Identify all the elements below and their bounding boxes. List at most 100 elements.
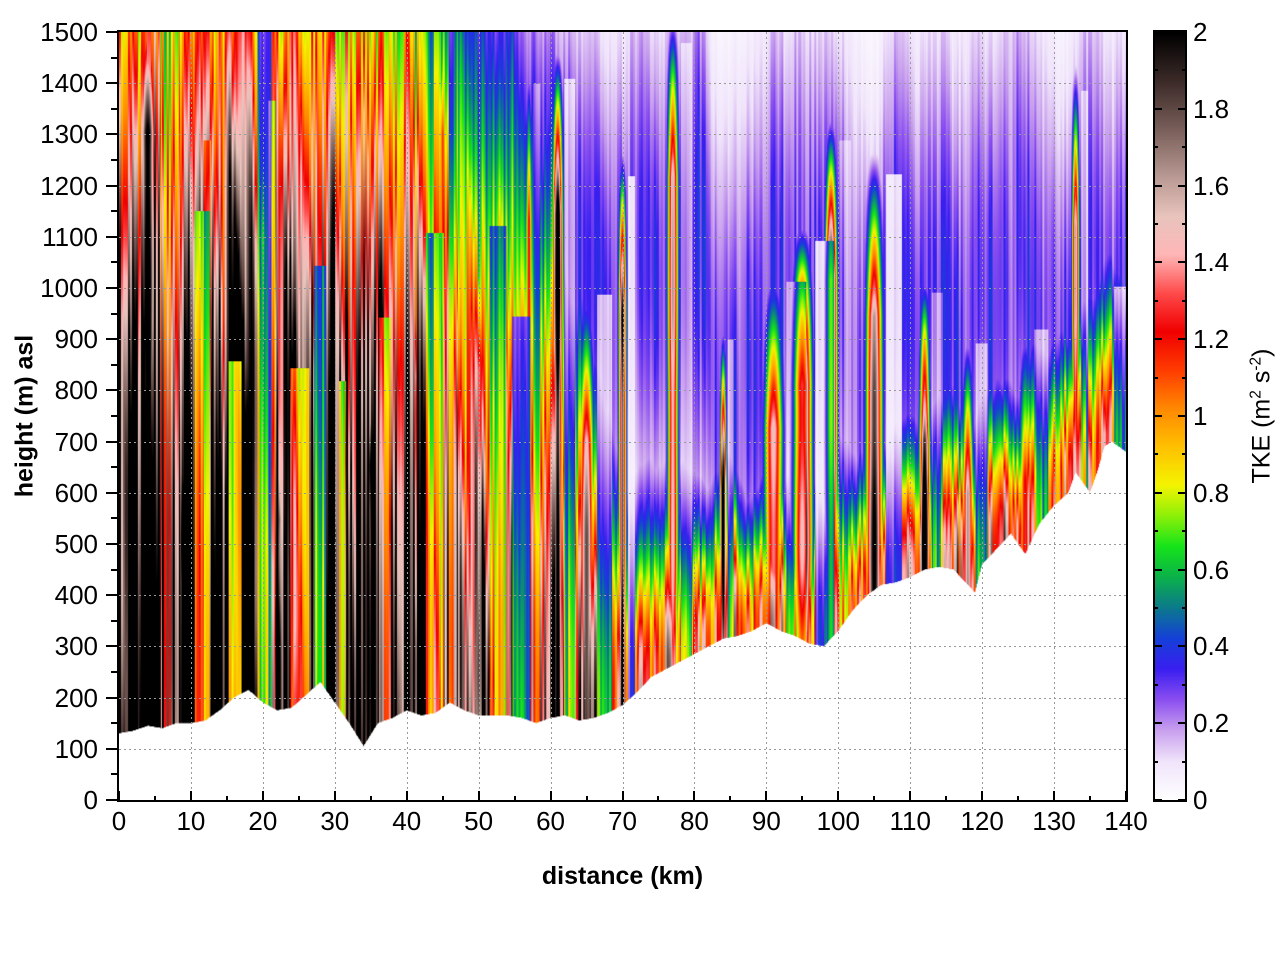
x-tick-major <box>909 791 912 802</box>
y-tick-major <box>106 747 117 750</box>
x-tick-minor <box>873 796 876 802</box>
colorbar-tick-major <box>1178 31 1187 33</box>
colorbar-tick-major <box>1153 799 1162 801</box>
colorbar-tick-minor <box>1182 453 1187 456</box>
y-tick-label: 1300 <box>40 119 98 150</box>
x-tick-major <box>333 791 336 802</box>
x-tick-label: 120 <box>960 806 1004 836</box>
y-tick-minor <box>111 159 117 161</box>
colorbar-tick-minor <box>1182 376 1187 379</box>
colorbar-title-sup-1: 2 <box>1247 390 1265 399</box>
y-tick-label: 200 <box>54 682 98 713</box>
colorbar-tick-minor <box>1153 683 1158 686</box>
colorbar-title-sup-2: -2 <box>1247 356 1265 371</box>
y-tick-label: 400 <box>54 580 98 611</box>
x-tick-label: 130 <box>1032 806 1076 836</box>
y-tick-label: 0 <box>83 785 98 815</box>
colorbar-tick-label: 1.4 <box>1193 247 1230 278</box>
y-tick-minor <box>111 773 117 776</box>
colorbar-tick-label: 0.6 <box>1193 554 1230 585</box>
colorbar-tick-label: 0.8 <box>1193 477 1230 508</box>
x-tick-minor <box>1089 796 1092 802</box>
x-tick-major <box>765 791 768 802</box>
x-axis-tick-labels: 0 10 20 30 40 50 60 70 80 90 100 110 120 130 140 <box>112 806 1148 848</box>
x-tick-major <box>621 791 624 802</box>
x-tick-minor <box>585 796 588 802</box>
x-tick-minor <box>441 796 444 802</box>
y-tick-minor <box>111 671 117 673</box>
y-tick-minor <box>111 56 117 59</box>
x-tick-minor <box>801 796 804 802</box>
x-tick-label: 30 <box>320 806 350 836</box>
y-tick-label: 500 <box>54 529 98 559</box>
x-tick-minor <box>729 796 732 802</box>
colorbar-tick-major <box>1153 338 1162 341</box>
colorbar-tick-labels: 0 0.2 0.4 0.6 0.8 1 1.2 1.4 1.6 1.8 2 <box>1193 19 1253 813</box>
x-tick-major <box>981 791 984 802</box>
y-tick-major <box>106 82 117 85</box>
colorbar-tick-major <box>1178 491 1187 494</box>
x-tick-major <box>549 791 552 802</box>
colorbar-tick-label: 0 <box>1193 785 1208 815</box>
colorbar-title-end: ) <box>1247 348 1276 357</box>
colorbar-tick-minor <box>1182 146 1187 149</box>
y-tick-major <box>106 543 117 545</box>
colorbar-tick-minor <box>1182 760 1187 763</box>
colorbar-tick-major <box>1153 31 1162 33</box>
y-tick-major <box>106 440 117 443</box>
y-tick-label: 1000 <box>40 273 98 303</box>
colorbar-tick-minor <box>1182 299 1187 302</box>
colorbar-ticks <box>1153 30 1187 802</box>
x-tick-label: 110 <box>889 806 931 836</box>
colorbar-tick-major <box>1153 261 1162 264</box>
x-tick-major <box>261 791 264 802</box>
y-tick-minor <box>111 619 117 622</box>
x-tick-label: 70 <box>608 806 637 836</box>
colorbar-tick-major <box>1178 645 1187 648</box>
colorbar-tick-minor <box>1153 146 1158 149</box>
y-tick-minor <box>111 363 117 366</box>
y-tick-major <box>106 645 117 648</box>
colorbar-tick-minor <box>1153 453 1158 456</box>
y-tick-major <box>106 184 117 187</box>
x-tick-minor <box>297 796 300 802</box>
colorbar-tick-major <box>1178 261 1187 264</box>
colorbar-tick-label: 1.6 <box>1193 170 1230 201</box>
x-tick-minor <box>1017 796 1020 802</box>
y-tick-major <box>106 696 117 699</box>
x-tick-label: 100 <box>816 806 860 836</box>
colorbar-tick-label: 1 <box>1193 401 1208 431</box>
y-tick-minor <box>111 261 117 264</box>
colorbar-tick-minor <box>1153 760 1158 763</box>
x-tick-major <box>405 791 408 802</box>
y-tick-major <box>106 287 117 289</box>
y-tick-major <box>106 799 117 801</box>
y-tick-label: 1400 <box>40 68 98 99</box>
colorbar-tick-major <box>1178 107 1187 110</box>
colorbar-tick-minor <box>1153 223 1158 225</box>
y-tick-minor <box>111 312 117 315</box>
y-tick-label: 1200 <box>40 170 98 201</box>
colorbar-tick-minor <box>1153 607 1158 609</box>
y-tick-label: 100 <box>54 733 98 764</box>
colorbar-tick-major <box>1153 107 1162 110</box>
colorbar-tick-major <box>1178 338 1187 341</box>
colorbar-tick-label: 0.4 <box>1193 631 1230 662</box>
y-tick-label: 900 <box>54 324 98 355</box>
y-tick-major <box>106 133 117 136</box>
colorbar-tick-label: 0.2 <box>1193 708 1230 739</box>
y-tick-minor <box>111 568 117 571</box>
colorbar-tick-minor <box>1182 223 1187 225</box>
y-tick-major <box>106 594 117 597</box>
x-tick-major <box>1053 791 1056 802</box>
x-tick-label: 140 <box>1104 806 1148 836</box>
y-tick-major <box>106 338 117 341</box>
y-tick-major <box>106 491 117 494</box>
y-tick-minor <box>111 466 117 469</box>
x-tick-minor <box>513 796 516 802</box>
x-tick-minor <box>225 796 228 802</box>
y-tick-minor <box>111 415 117 417</box>
y-tick-label: 600 <box>54 477 98 508</box>
x-tick-major <box>118 791 120 802</box>
